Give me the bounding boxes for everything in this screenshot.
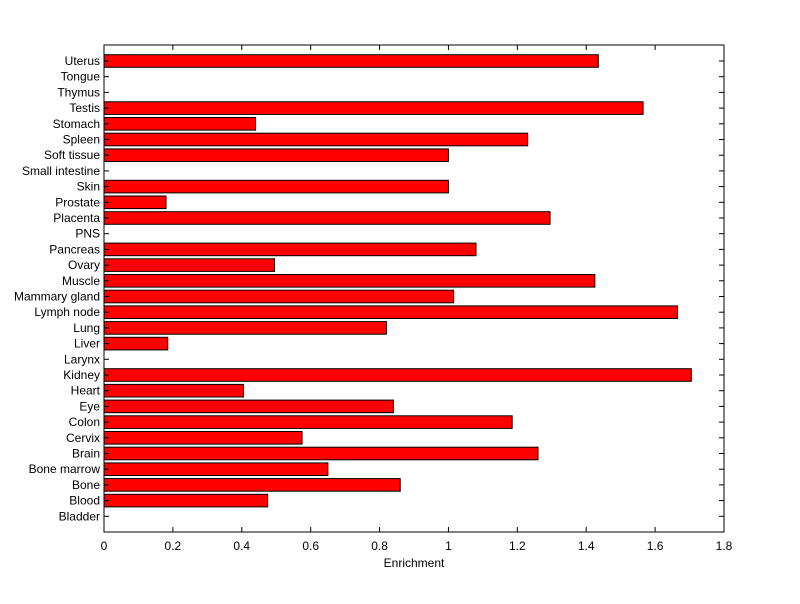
y-tick-label-spleen: Spleen bbox=[63, 133, 100, 147]
bar-pancreas bbox=[103, 242, 477, 257]
y-tick-label-larynx: Larynx bbox=[64, 352, 100, 366]
x-tick-label-8: 1.6 bbox=[647, 539, 664, 553]
plot-frame bbox=[103, 44, 725, 533]
y-tick-label-bone-marrow: Bone marrow bbox=[29, 462, 101, 476]
bar-prostate bbox=[103, 195, 167, 210]
y-tick-label-lung: Lung bbox=[73, 321, 100, 335]
bar-placenta bbox=[103, 211, 551, 225]
y-tick-label-blood: Blood bbox=[69, 494, 100, 508]
y-tick-label-testis: Testis bbox=[69, 101, 100, 115]
y-tick-label-thymus: Thymus bbox=[57, 85, 100, 99]
bar-blood bbox=[103, 493, 269, 508]
y-tick-label-stomach: Stomach bbox=[53, 117, 100, 131]
y-tick-label-prostate: Prostate bbox=[55, 195, 100, 209]
y-tick-label-cervix: Cervix bbox=[66, 431, 100, 445]
bar-eye bbox=[103, 399, 394, 414]
bar-liver bbox=[103, 336, 169, 351]
y-tick-label-uterus: Uterus bbox=[65, 54, 100, 68]
y-tick-label-mammary-gland: Mammary gland bbox=[14, 290, 100, 304]
y-tick-label-colon: Colon bbox=[69, 415, 100, 429]
x-tick-label-3: 0.6 bbox=[302, 539, 319, 553]
y-tick-label-lymph-node: Lymph node bbox=[34, 305, 100, 319]
y-tick-label-ovary: Ovary bbox=[68, 258, 100, 272]
bar-lymph-node bbox=[103, 305, 678, 319]
y-tick-label-tongue: Tongue bbox=[61, 70, 101, 84]
x-tick-label-0: 0 bbox=[101, 539, 108, 553]
bar-uterus bbox=[103, 54, 599, 68]
bar-muscle bbox=[103, 274, 596, 288]
bar-cervix bbox=[103, 431, 303, 445]
y-tick-label-kidney: Kidney bbox=[63, 368, 100, 382]
bar-skin bbox=[103, 179, 449, 194]
y-tick-label-bladder: Bladder bbox=[59, 509, 100, 523]
x-tick-label-5: 1 bbox=[445, 539, 452, 553]
x-tick-label-4: 0.8 bbox=[371, 539, 388, 553]
bar-bone bbox=[103, 478, 401, 492]
bar-stomach bbox=[103, 117, 257, 131]
y-tick-label-muscle: Muscle bbox=[62, 274, 100, 288]
y-tick-label-bone: Bone bbox=[72, 478, 100, 492]
y-tick-label-soft-tissue: Soft tissue bbox=[44, 148, 100, 162]
y-tick-label-skin: Skin bbox=[77, 180, 100, 194]
y-tick-label-pancreas: Pancreas bbox=[49, 242, 100, 256]
x-tick-label-2: 0.4 bbox=[233, 539, 250, 553]
bar-ovary bbox=[103, 258, 275, 272]
x-tick-label-7: 1.4 bbox=[578, 539, 595, 553]
bar-lung bbox=[103, 321, 387, 335]
bar-bone-marrow bbox=[103, 462, 329, 476]
y-tick-label-placenta: Placenta bbox=[53, 211, 100, 225]
bar-mammary-gland bbox=[103, 289, 455, 304]
y-tick-label-pns: PNS bbox=[75, 227, 100, 241]
x-tick-label-6: 1.2 bbox=[509, 539, 526, 553]
bar-soft-tissue bbox=[103, 148, 449, 162]
bar-testis bbox=[103, 101, 644, 115]
bar-kidney bbox=[103, 368, 692, 382]
x-tick-label-1: 0.2 bbox=[165, 539, 182, 553]
y-tick-label-liver: Liver bbox=[74, 337, 100, 351]
y-tick-label-small-intestine: Small intestine bbox=[22, 164, 100, 178]
y-tick-label-heart: Heart bbox=[71, 384, 101, 398]
x-axis-label: Enrichment bbox=[384, 556, 445, 570]
x-tick-label-9: 1.8 bbox=[716, 539, 733, 553]
bar-spleen bbox=[103, 132, 529, 147]
bar-colon bbox=[103, 415, 513, 429]
bar-heart bbox=[103, 383, 244, 398]
y-tick-label-eye: Eye bbox=[79, 399, 100, 413]
y-tick-label-brain: Brain bbox=[72, 447, 100, 461]
bar-brain bbox=[103, 446, 539, 461]
